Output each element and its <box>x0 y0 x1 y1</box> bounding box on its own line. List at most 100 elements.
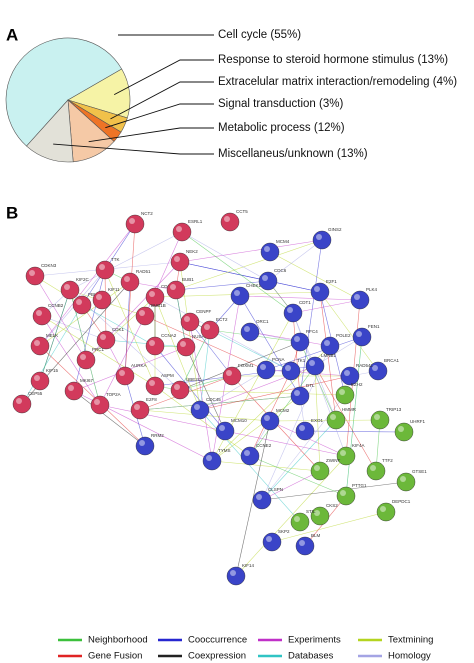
node <box>135 306 155 326</box>
node-highlight <box>372 365 378 371</box>
node-highlight <box>287 307 293 313</box>
node-label: CCNA2 <box>161 333 177 338</box>
value-label: (55%) <box>270 29 301 41</box>
node-label: UBE2C <box>186 377 202 382</box>
edge <box>39 289 71 382</box>
node-label: CDK1 <box>112 327 125 332</box>
panel-label: A <box>6 25 18 44</box>
node-highlight <box>244 326 250 332</box>
pie-slice <box>26 99 74 163</box>
node-label: NCT2 <box>141 211 153 216</box>
node-highlight <box>149 380 155 386</box>
category: Miscellaneus/unknown <box>218 148 334 160</box>
node-label: ORC1 <box>256 319 269 324</box>
node-label: PTTG1 <box>352 483 367 488</box>
node <box>32 306 52 326</box>
value-label: (13%) <box>337 148 368 160</box>
node-highlight <box>194 404 200 410</box>
edge <box>224 430 347 457</box>
node-highlight <box>100 334 106 340</box>
edge <box>73 269 106 392</box>
node-highlight <box>176 226 182 232</box>
edge <box>239 295 361 301</box>
node-label: RRM2 <box>151 433 164 438</box>
node <box>396 472 416 492</box>
node-highlight <box>68 385 74 391</box>
node <box>376 502 396 522</box>
edge <box>299 239 323 397</box>
node <box>226 566 246 586</box>
node-highlight <box>129 218 135 224</box>
legend-label: Databases <box>288 651 334 662</box>
node-label: PRC1 <box>92 347 105 352</box>
edge <box>181 231 294 314</box>
node-highlight <box>260 364 266 370</box>
node <box>76 350 96 370</box>
slice-label: Metabolic process (12%) <box>218 122 345 134</box>
node-highlight <box>170 284 176 290</box>
node <box>25 266 45 286</box>
edge <box>319 291 379 372</box>
edge <box>139 395 301 411</box>
node <box>170 252 190 272</box>
node-label: PLK4 <box>366 287 378 292</box>
node <box>310 461 330 481</box>
node-highlight <box>16 398 22 404</box>
node <box>326 410 346 430</box>
node-label: PCNA <box>272 357 285 362</box>
value-label: (3%) <box>319 98 343 110</box>
node-highlight <box>340 490 346 496</box>
node-highlight <box>294 390 300 396</box>
edge <box>292 299 361 314</box>
node-highlight <box>219 425 225 431</box>
node-highlight <box>400 476 406 482</box>
node-highlight <box>139 310 145 316</box>
node-label: E2F8 <box>146 397 157 402</box>
node-label: ASPM <box>161 373 174 378</box>
node <box>310 282 330 302</box>
node <box>145 376 165 396</box>
edge <box>34 275 87 361</box>
edge <box>39 269 106 347</box>
node-label: EZH2 <box>351 382 363 387</box>
node <box>135 436 155 456</box>
leader-line <box>113 59 214 96</box>
edge <box>154 345 226 432</box>
category: Cell cycle <box>218 29 267 41</box>
node-highlight <box>244 450 250 456</box>
node-label: AURKA <box>131 363 147 368</box>
node <box>256 360 276 380</box>
node-highlight <box>294 336 300 342</box>
edge <box>314 336 363 367</box>
node-highlight <box>264 246 270 252</box>
node-label: RAD54L <box>356 363 374 368</box>
node-label: CKS2 <box>326 503 338 508</box>
edge <box>99 315 146 406</box>
node-label: RAD51 <box>136 269 151 274</box>
edge <box>319 291 337 421</box>
node-highlight <box>76 299 82 305</box>
node-highlight <box>294 516 300 522</box>
node-label: FOXM1 <box>238 363 254 368</box>
node <box>64 381 84 401</box>
node-label: CEP55 <box>28 391 43 396</box>
node-label: KIF4A <box>352 443 365 448</box>
node-highlight <box>314 465 320 471</box>
node-highlight <box>264 415 270 421</box>
node-highlight <box>285 365 291 371</box>
node-label: CENPF <box>196 309 212 314</box>
leader-line <box>105 103 214 129</box>
node-highlight <box>119 370 125 376</box>
legend-label: Gene Fusion <box>88 651 142 662</box>
node-highlight <box>134 404 140 410</box>
node <box>60 280 80 300</box>
edge <box>179 341 301 391</box>
node-label: PBK <box>88 292 97 297</box>
edge <box>261 470 321 501</box>
legend-label: Textmining <box>388 635 433 646</box>
node-highlight <box>309 360 315 366</box>
slice-label: Signal transduction (3%) <box>218 98 343 110</box>
edge <box>175 239 323 291</box>
legend-label: Neighborhood <box>88 635 148 646</box>
